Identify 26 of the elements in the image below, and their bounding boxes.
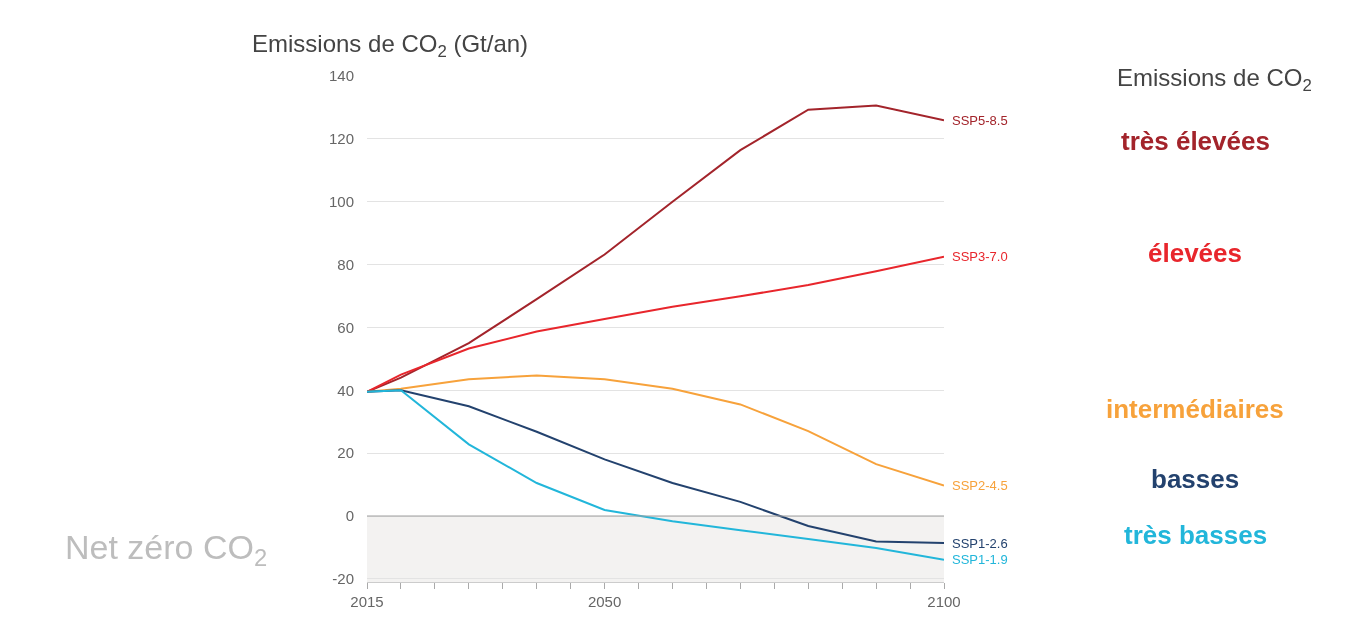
y-tick-label: 0 [345,507,354,525]
y-axis-title: Emissions de CO$_{2}$ (Gt/an) [252,30,529,62]
text: très élevées [1121,126,1270,156]
series-label: SSP2-4.5 [952,478,1008,493]
band-label: Net zéro CO$_{2}$ [65,528,268,572]
y-tick-label: 120 [328,130,354,148]
line-series [367,255,944,393]
x-tick-label: 2015 [350,593,384,610]
text: Emissions de CO$_{2}$ [1117,64,1312,96]
y-tick-label: 140 [328,67,354,85]
y-tick-label: 40 [337,381,354,399]
text: très basses [1124,520,1268,550]
series-label: SSP3-7.0 [952,249,1008,264]
y-tick-label: 100 [328,192,354,210]
text: intermédiaires [1106,394,1284,424]
series-label: SSP1-2.6 [952,536,1008,551]
series-label: SSP1-1.9 [952,552,1008,567]
x-tick-label: 2050 [587,593,622,610]
y-tick-label: 80 [337,255,354,273]
y-tick-label: 60 [337,318,354,336]
text: élevées [1148,238,1242,268]
y-tick-label: -20 [332,570,354,588]
y-tick-label: 20 [337,444,354,462]
text: basses [1151,464,1240,494]
x-tick-label: 2100 [927,593,961,610]
series-label: SSP5-8.5 [952,113,1008,128]
